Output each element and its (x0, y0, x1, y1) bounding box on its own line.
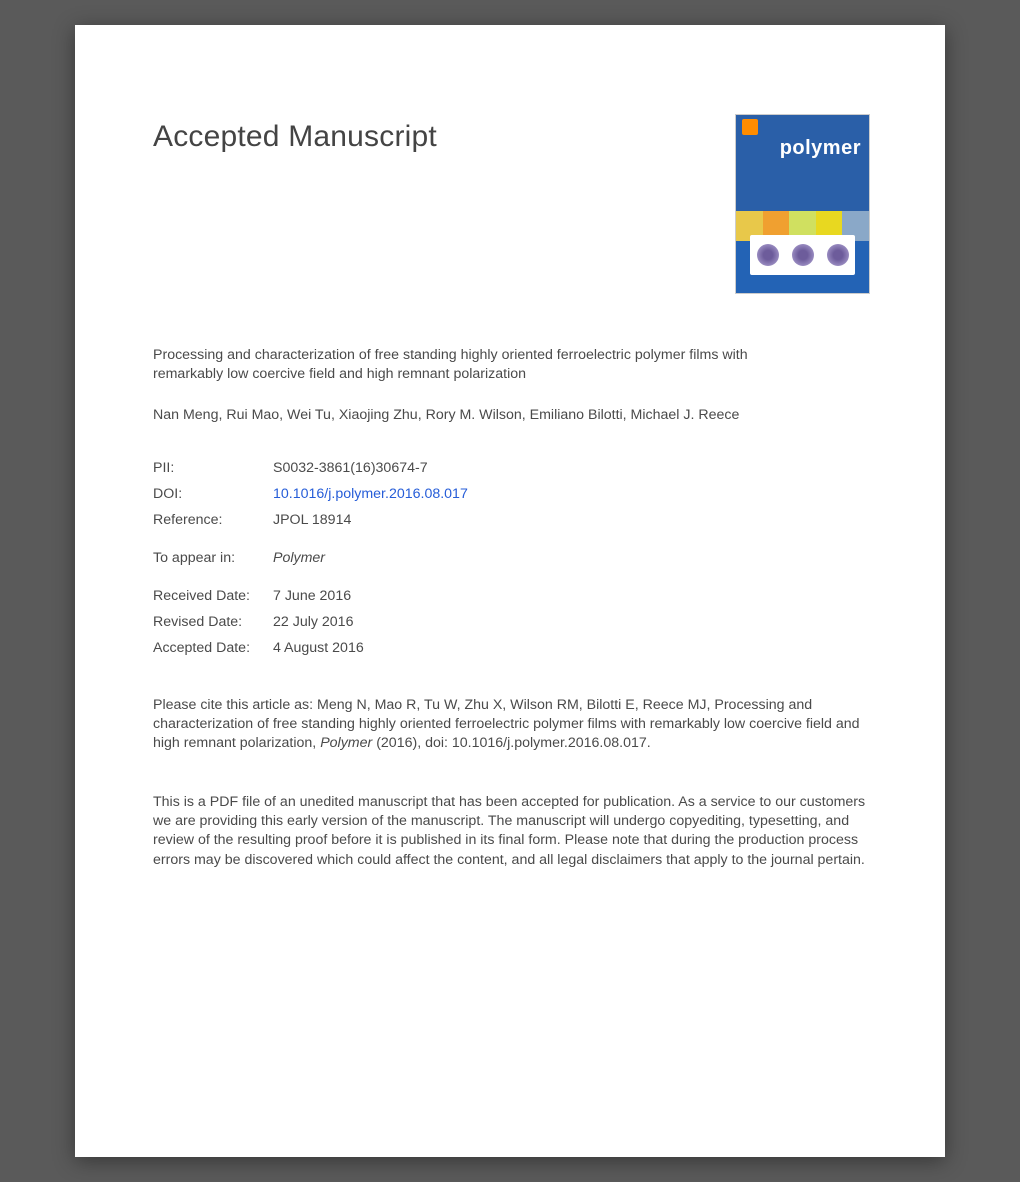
meta-row-pii: PII: S0032-3861(16)30674-7 (153, 460, 870, 476)
metadata-block: PII: S0032-3861(16)30674-7 DOI: 10.1016/… (153, 460, 870, 656)
pii-label: PII: (153, 460, 273, 476)
toappear-value: Polymer (273, 550, 870, 566)
revised-label: Revised Date: (153, 614, 273, 630)
reference-value: JPOL 18914 (273, 512, 870, 528)
doi-link[interactable]: 10.1016/j.polymer.2016.08.017 (273, 486, 870, 502)
cover-graphic (750, 235, 855, 275)
disclaimer-text: This is a PDF file of an unedited manusc… (153, 793, 870, 870)
citation-journal: Polymer (320, 735, 372, 751)
meta-row-reference: Reference: JPOL 18914 (153, 512, 870, 528)
received-label: Received Date: (153, 588, 273, 604)
meta-row-received: Received Date: 7 June 2016 (153, 588, 870, 604)
journal-cover: polymer (735, 114, 870, 294)
article-title: Processing and characterization of free … (153, 346, 758, 384)
revised-value: 22 July 2016 (273, 614, 870, 630)
meta-row-doi: DOI: 10.1016/j.polymer.2016.08.017 (153, 486, 870, 502)
page-heading: Accepted Manuscript (153, 120, 437, 154)
publisher-logo-icon (742, 119, 758, 135)
received-value: 7 June 2016 (273, 588, 870, 604)
accepted-value: 4 August 2016 (273, 640, 870, 656)
pii-value: S0032-3861(16)30674-7 (273, 460, 870, 476)
citation-text: Please cite this article as: Meng N, Mao… (153, 696, 870, 754)
meta-row-toappear: To appear in: Polymer (153, 550, 870, 566)
manuscript-page: Accepted Manuscript polymer Processing a… (75, 25, 945, 1157)
journal-brand: polymer (780, 137, 861, 160)
accepted-label: Accepted Date: (153, 640, 273, 656)
doi-label: DOI: (153, 486, 273, 502)
toappear-label: To appear in: (153, 550, 273, 566)
reference-label: Reference: (153, 512, 273, 528)
meta-row-revised: Revised Date: 22 July 2016 (153, 614, 870, 630)
meta-row-accepted: Accepted Date: 4 August 2016 (153, 640, 870, 656)
citation-suffix: (2016), doi: 10.1016/j.polymer.2016.08.0… (372, 735, 650, 751)
header-row: Accepted Manuscript polymer (153, 120, 870, 294)
article-authors: Nan Meng, Rui Mao, Wei Tu, Xiaojing Zhu,… (153, 406, 758, 425)
